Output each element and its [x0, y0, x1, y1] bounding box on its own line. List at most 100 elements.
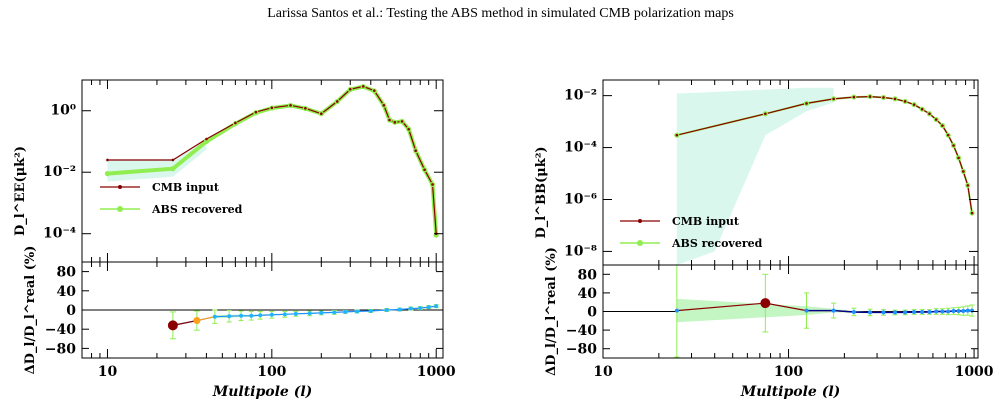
y-tick-label-top: 10⁰	[50, 103, 76, 119]
legend-marker-abs-recovered	[637, 240, 643, 246]
panel-bb: 10 100 1000 10⁻² 10⁻⁴ 10⁻⁶ 10⁻⁸ 80 40 0 −40 −80 Mult…	[534, 79, 994, 400]
residual-point	[881, 310, 886, 315]
x-axis-title: Multipole (l)	[740, 384, 841, 400]
page-header: Larissa Santos et al.: Testing the ABS m…	[267, 6, 734, 21]
abs-recovered-point	[203, 138, 210, 145]
cmb-input-point	[270, 106, 274, 110]
residual-point	[368, 308, 373, 313]
residual-point	[851, 309, 856, 314]
cmb-input-point	[957, 156, 960, 160]
series-cmb-input-line	[107, 85, 437, 234]
cmb-input-point	[335, 100, 339, 103]
residual-point	[397, 307, 402, 312]
y-tick-label-top: 10⁻²	[43, 164, 76, 180]
cmb-input-point	[393, 121, 397, 124]
y-tick-label-bottom: −80	[566, 342, 597, 358]
cmb-input-point	[832, 97, 835, 101]
residual-point	[965, 308, 970, 313]
residual-point	[868, 310, 873, 315]
y-tick-label-bottom: 80	[578, 267, 598, 283]
cmb-input-point	[205, 137, 208, 141]
cmb-input-point	[970, 211, 974, 215]
y-tick-label-bottom: 40	[578, 286, 598, 302]
residual-point	[934, 309, 939, 314]
legend-label-abs-recovered: ABS recovered	[671, 237, 763, 250]
x-tick-label: 100	[774, 364, 803, 380]
cmb-input-point	[920, 107, 924, 111]
residual-point	[282, 312, 287, 317]
cmb-input-point	[407, 127, 410, 131]
cmb-input-point	[868, 95, 872, 98]
residual-point	[912, 309, 917, 314]
cmb-input-point	[361, 85, 365, 88]
cmb-input-point	[414, 149, 417, 153]
residual-point	[804, 308, 809, 313]
error-band	[676, 87, 834, 265]
cmb-input-point	[852, 95, 856, 99]
legend-marker-abs-recovered	[117, 206, 123, 212]
legend-label-cmb-input: CMB input	[152, 181, 220, 194]
residual-point	[408, 306, 413, 311]
abs-recovered-point	[170, 166, 176, 172]
residual-line	[172, 305, 437, 326]
y-tick-label-bottom: 0	[66, 303, 76, 319]
residual-point	[946, 309, 951, 314]
cmb-input-point	[941, 124, 944, 127]
y-tick-label-top: 10⁻⁴	[43, 226, 76, 242]
legend: CMB input ABS recovered	[620, 215, 763, 250]
residual-point	[903, 310, 908, 315]
residual-point	[426, 305, 431, 310]
residual-point	[307, 311, 312, 316]
residual-point	[293, 311, 298, 316]
legend: CMB input ABS recovered	[100, 181, 243, 216]
x-tick-label: 1000	[955, 364, 994, 380]
residual-point	[343, 309, 348, 314]
residual-point	[355, 309, 360, 314]
cmb-input-point	[952, 144, 955, 147]
residual-point	[418, 306, 423, 311]
residual-point	[951, 309, 956, 314]
cmb-input-point	[382, 104, 386, 107]
x-tick-label: 10	[98, 364, 118, 380]
residual-point	[269, 312, 274, 317]
x-axis-title: Multipole (l)	[212, 384, 313, 400]
y-axis-title-bottom: ΔD_l/D_l^real (%)	[23, 246, 38, 375]
cmb-input-point	[966, 184, 970, 187]
y-axis-title-top: D_l^EE(μk²)	[13, 146, 28, 236]
y-tick-label-top: 10⁻⁴	[564, 140, 597, 156]
cmb-input-point	[764, 112, 767, 116]
top-plot-area	[104, 83, 439, 238]
residual-plot-area	[603, 265, 978, 358]
y-axis-title-top: D_l^BB(μk²)	[534, 146, 549, 238]
cmb-input-point	[400, 120, 404, 123]
cmb-input-point	[928, 112, 931, 116]
cmb-input-point	[675, 133, 679, 137]
residual-point	[920, 309, 925, 314]
cmb-input-point	[254, 110, 258, 114]
residual-highlight-point	[193, 317, 201, 325]
residual-point	[940, 309, 945, 314]
cmb-input-point	[171, 158, 175, 162]
cmb-input-point	[388, 118, 391, 122]
cmb-input-point	[903, 100, 907, 103]
residual-point	[674, 308, 679, 313]
x-tick-label: 100	[257, 364, 286, 380]
residual-point	[258, 313, 263, 318]
residual-point	[332, 310, 337, 315]
residual-point	[961, 309, 966, 314]
cmb-input-point	[348, 87, 352, 91]
y-axis-title-bottom: ΔD_l/D_l^real (%)	[544, 247, 559, 376]
y-tick-label-bottom: 80	[57, 265, 77, 281]
cmb-input-point	[946, 133, 950, 137]
y-tick-label-top: 10⁻²	[564, 88, 597, 104]
y-tick-label-bottom: −40	[45, 322, 76, 338]
residual-point	[384, 308, 389, 312]
residual-point	[434, 304, 439, 309]
residual-point	[249, 313, 254, 318]
x-tick-label: 1000	[417, 364, 456, 380]
residual-point	[227, 314, 232, 319]
cmb-input-point	[372, 89, 376, 92]
cmb-input-point	[934, 118, 938, 121]
residual-highlight-point	[167, 320, 178, 331]
